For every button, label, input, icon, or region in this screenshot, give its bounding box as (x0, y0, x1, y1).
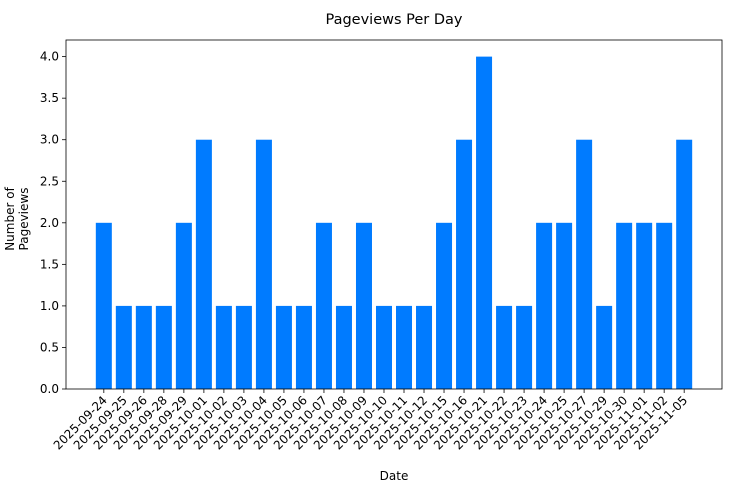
bar (456, 139, 473, 389)
bar (396, 305, 413, 389)
bar (656, 222, 673, 389)
bar (255, 139, 272, 389)
bar (315, 222, 332, 389)
bar (636, 222, 653, 389)
bar (596, 305, 613, 389)
bar (676, 139, 693, 389)
bar (576, 139, 593, 389)
bar (335, 305, 352, 389)
y-tick-label: 3.5 (40, 91, 59, 105)
y-tick-label: 2.0 (40, 216, 59, 230)
y-tick-label: 0.5 (40, 340, 59, 354)
y-tick-label: 1.5 (40, 257, 59, 271)
y-tick-label: 2.5 (40, 174, 59, 188)
chart-title: Pageviews Per Day (325, 12, 463, 28)
bar (496, 305, 513, 389)
bar (295, 305, 312, 389)
y-tick-label: 3.0 (40, 133, 59, 147)
bar (436, 222, 453, 389)
bar (215, 305, 232, 389)
bar (235, 305, 252, 389)
y-tick-label: 0.0 (40, 382, 59, 396)
x-axis-label: Date (379, 469, 409, 483)
bar (556, 222, 573, 389)
bar (616, 222, 633, 389)
bar (95, 222, 112, 389)
bar (355, 222, 372, 389)
bar (175, 222, 192, 389)
bar (476, 56, 493, 389)
bar (416, 305, 433, 389)
bar (135, 305, 152, 389)
axes-frame (65, 39, 723, 390)
bar (115, 305, 132, 389)
bar (536, 222, 553, 389)
y-tick-label: 1.0 (40, 299, 59, 313)
bar (275, 305, 292, 389)
bar (516, 305, 533, 389)
bar (375, 305, 392, 389)
bar (155, 305, 172, 389)
bar (195, 139, 212, 389)
y-tick-label: 4.0 (40, 50, 59, 64)
